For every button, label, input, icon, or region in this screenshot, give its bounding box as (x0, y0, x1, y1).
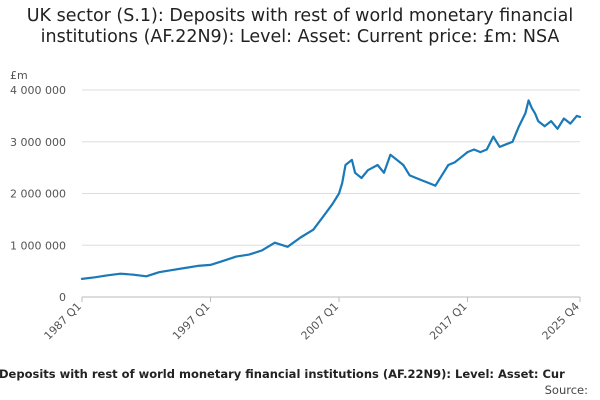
y-tick-label: 1 000 000 (10, 239, 66, 252)
footer-source: Source: (544, 383, 588, 397)
x-tick-label: 1987 Q1 (42, 300, 85, 343)
x-tick-label: 2017 Q1 (427, 300, 470, 343)
series-layer (80, 99, 582, 280)
y-axis-unit-label: £m (10, 69, 28, 82)
x-tick-label: 2025 Q4 (540, 300, 583, 343)
y-tick-label: 2 000 000 (10, 188, 66, 201)
x-tick-label: 1997 Q1 (170, 300, 213, 343)
grid-layer (82, 89, 580, 246)
series-line (80, 99, 582, 280)
axis-layer: 0 1 000 000 2 000 000 3 000 000 4 000 000 198… (10, 84, 582, 342)
y-tick-label: 4 000 000 (10, 84, 66, 97)
footer-caption: Deposits with rest of world monetary fin… (0, 367, 565, 381)
y-tick-label: 3 000 000 (10, 136, 66, 149)
x-tick-label: 2007 Q1 (299, 300, 342, 343)
y-tick-label: 0 (59, 291, 66, 304)
chart-title: UK sector (S.1): Deposits with rest of w… (26, 6, 574, 47)
